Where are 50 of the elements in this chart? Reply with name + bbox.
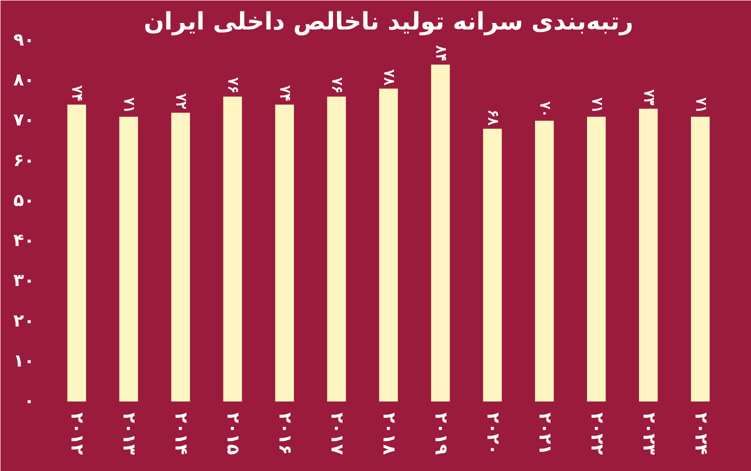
bar — [67, 104, 86, 402]
x-tick-label: ۲۰۱۲ — [66, 412, 87, 456]
data-label: ۷۴ — [68, 84, 85, 102]
data-label: ۷۱ — [588, 96, 604, 114]
bar — [431, 64, 450, 402]
x-tick-label: ۲۰۱۵ — [222, 412, 243, 456]
bar — [587, 116, 606, 402]
bar — [119, 116, 138, 402]
data-label: ۸۴ — [432, 44, 448, 62]
y-tick-label: ۵۰ — [13, 190, 35, 211]
chart-title: رتبه‌بندی سرانه تولید ناخالص داخلی ایران — [144, 8, 634, 36]
x-tick-label: ۲۰۱۴ — [170, 412, 191, 455]
x-tick-label: ۲۰۱۶ — [274, 412, 295, 455]
bar — [483, 128, 502, 402]
y-tick-label: ۱۰ — [13, 351, 35, 372]
y-tick-label: ۸۰ — [13, 70, 35, 91]
bar — [327, 96, 346, 402]
bar — [638, 108, 658, 402]
data-label: ۷۸ — [380, 68, 396, 87]
x-tick-label: ۲۰۲۰ — [482, 412, 502, 455]
y-tick-label: ۶۰ — [13, 150, 35, 171]
y-tick-label: ۳۰ — [13, 271, 35, 292]
x-tick-label: ۲۰۲۴ — [690, 412, 710, 455]
data-label: ۷۱ — [692, 96, 708, 114]
bar — [535, 120, 554, 402]
x-tick-label: ۲۰۱۷ — [326, 412, 347, 456]
x-tick-label: ۲۰۲۲ — [586, 412, 606, 456]
data-label: ۷۶ — [328, 76, 345, 94]
x-tick-label: ۲۰۲۳ — [638, 412, 658, 456]
data-label: ۶۸ — [484, 110, 500, 127]
y-tick-label: ۲۰ — [13, 311, 35, 332]
bar — [379, 88, 398, 402]
x-tick-label: ۲۰۲۱ — [534, 412, 554, 455]
data-label: ۷۳ — [640, 88, 656, 106]
data-label: ۷۰ — [536, 100, 552, 118]
bar — [223, 96, 242, 402]
y-tick-label: ۹۰ — [13, 30, 35, 50]
x-tick-label: ۲۰۱۸ — [378, 412, 398, 456]
y-tick-label: ۷۰ — [13, 110, 35, 131]
x-tick-label: ۲۰۱۳ — [118, 412, 139, 456]
data-label: ۷۲ — [172, 92, 189, 110]
x-tick-label: ۲۰۱۹ — [430, 412, 450, 456]
bar — [275, 104, 294, 402]
y-tick-label: ۴۰ — [13, 231, 35, 252]
data-label: ۷۱ — [120, 96, 137, 114]
data-label: ۷۴ — [276, 84, 293, 102]
y-tick-label: ۰ — [24, 392, 34, 412]
bar — [171, 112, 190, 402]
bar — [690, 116, 710, 402]
data-label: ۷۶ — [224, 76, 241, 94]
